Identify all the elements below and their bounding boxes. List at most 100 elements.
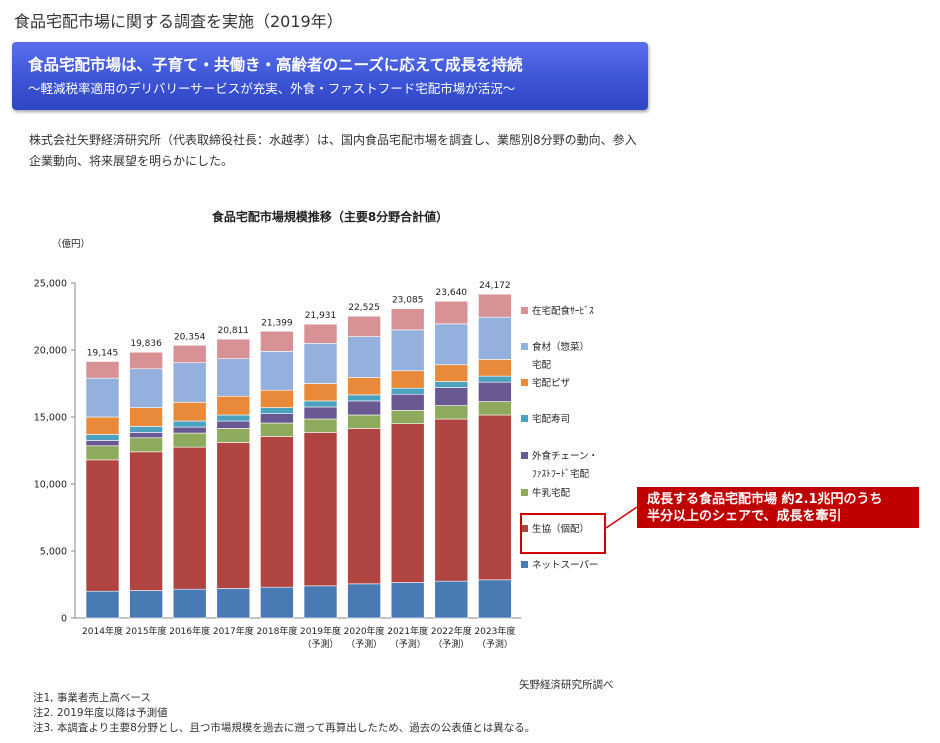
bar-segment <box>303 342 338 384</box>
footnote-1: 注1, 事業者売上高ベース <box>33 692 151 704</box>
legend-swatch <box>521 307 528 314</box>
y-tick-label: 15,000 <box>34 413 67 424</box>
bar-segment <box>347 336 381 378</box>
y-tick-label: 20,000 <box>34 346 67 357</box>
bar-total-label: 23,640 <box>436 288 468 298</box>
bar-segment <box>434 323 469 366</box>
bar-segment <box>478 375 512 383</box>
bar-segment <box>303 432 338 587</box>
bar-segment <box>478 414 512 581</box>
bar-segment <box>478 293 512 318</box>
callout-line-2: 半分以上のシェアで、成長を牽引 <box>647 509 842 524</box>
bar-segment <box>260 330 294 352</box>
bar-segment <box>390 329 425 372</box>
chart-title: 食品宅配市場規模推移（主要8分野合計値） <box>211 210 449 224</box>
bar-segment <box>129 368 163 408</box>
bar-segment <box>478 401 512 416</box>
bar-segment <box>172 420 207 428</box>
bar-segment <box>303 323 338 344</box>
legend-label: 宅配寿司 <box>532 413 570 425</box>
footnote-3: 注3. 本調査より主要8分野とし、且つ市場規模を過去に遡って再算出したため、過去… <box>33 722 536 734</box>
bar-segment <box>85 440 120 447</box>
legend-label: ネットスーパー <box>532 560 598 571</box>
bar-total-label: 24,172 <box>479 281 511 291</box>
bar-segment <box>129 432 163 439</box>
bar-segment <box>260 413 294 424</box>
page-title: 食品宅配市場に関する調査を実施（2019年） <box>14 12 343 31</box>
bar-segment <box>390 308 425 331</box>
bar-segment <box>260 586 294 619</box>
x-tick-label: 2014年度 <box>82 625 123 637</box>
bar-segment <box>303 400 338 408</box>
bar-segment <box>260 436 294 588</box>
bar-segment <box>390 582 425 619</box>
bar-segment <box>434 387 469 406</box>
bar-segment <box>172 344 207 364</box>
source-credit: 矢野経済研究所調べ <box>519 679 614 691</box>
bar-segment <box>260 422 294 437</box>
bar-segment <box>434 381 469 388</box>
bar-segment <box>85 361 120 379</box>
bar-segment <box>347 394 381 402</box>
bar-segment <box>347 400 381 416</box>
bar-segment <box>172 588 207 619</box>
x-tick-sublabel: （予測） <box>302 638 338 650</box>
footnote-2: 注2. 2019年度以降は予測値 <box>33 707 168 719</box>
bar-segment <box>347 428 381 585</box>
legend-label: 食材（惣菜） <box>532 341 589 353</box>
x-tick-label: 2016年度 <box>169 625 210 637</box>
bar-total-label: 20,354 <box>174 332 206 342</box>
y-axis-unit-label: （億円） <box>52 238 90 250</box>
bar-segment <box>216 395 251 416</box>
legend-label: 在宅配食ｻｰﾋﾞｽ <box>532 305 594 317</box>
bar-segment <box>434 364 469 382</box>
bar-segment <box>172 426 207 434</box>
bar-segment <box>347 315 381 337</box>
headline-banner: 食品宅配市場は、子育て・共働き・高齢者のニーズに応えて成長を持続 ～軽減税率適用… <box>12 42 648 110</box>
bar-total-label: 19,145 <box>87 348 119 358</box>
bar-segment <box>172 446 207 590</box>
bar-segment <box>347 377 381 396</box>
bar-total-label: 21,931 <box>305 311 337 321</box>
bar-segment <box>260 351 294 391</box>
bar-segment <box>216 338 251 360</box>
bar-segment <box>216 442 251 589</box>
bar-segment <box>434 300 469 325</box>
bar-segment <box>216 428 251 443</box>
bar-segment <box>85 416 120 435</box>
bar-total-label: 21,399 <box>261 318 293 328</box>
bar-segment <box>85 434 120 441</box>
footnotes: 注1, 事業者売上高ベース 注2. 2019年度以降は予測値 注3. 本調査より… <box>33 691 535 736</box>
legend-label: ﾌｧｽﾄﾌｰﾄﾞ宅配 <box>532 468 590 480</box>
legend-swatch <box>521 525 528 532</box>
bar-segment <box>172 362 207 403</box>
bar-segment <box>129 351 163 370</box>
x-tick-sublabel: （予測） <box>390 638 426 650</box>
bar-segment <box>129 426 163 433</box>
x-tick-label: 2022年度 <box>431 625 472 637</box>
legend-label: 宅配 <box>532 359 552 371</box>
x-tick-sublabel: （予測） <box>433 638 469 650</box>
bar-segment <box>478 316 512 360</box>
y-tick-label: 5,000 <box>40 547 67 558</box>
bar-segment <box>172 401 207 422</box>
bar-segment <box>85 590 120 619</box>
bar-segment <box>478 579 512 619</box>
legend-label: 外食チェーン・ <box>532 450 598 462</box>
bar-total-label: 19,836 <box>130 339 162 349</box>
bar-total-label: 23,085 <box>392 296 424 306</box>
bar-segment <box>260 407 294 414</box>
bar-segment <box>478 359 512 377</box>
callout-box: 成長する食品宅配市場 約2.1兆円のうち 半分以上のシェアで、成長を牽引 <box>637 487 919 528</box>
banner-subheadline: ～軽減税率適用のデリバリーサービスが充実、外食・ファストフード宅配市場が活況～ <box>28 81 516 96</box>
bar-segment <box>129 451 163 591</box>
legend-label: 牛乳宅配 <box>532 487 571 499</box>
legend-swatch <box>521 415 528 422</box>
bar-segment <box>85 445 120 461</box>
x-tick-label: 2015年度 <box>126 625 167 637</box>
y-tick-label: 25,000 <box>34 279 67 290</box>
x-tick-label: 2021年度 <box>387 625 428 637</box>
bar-segment <box>216 420 251 429</box>
bar-segment <box>303 418 338 433</box>
